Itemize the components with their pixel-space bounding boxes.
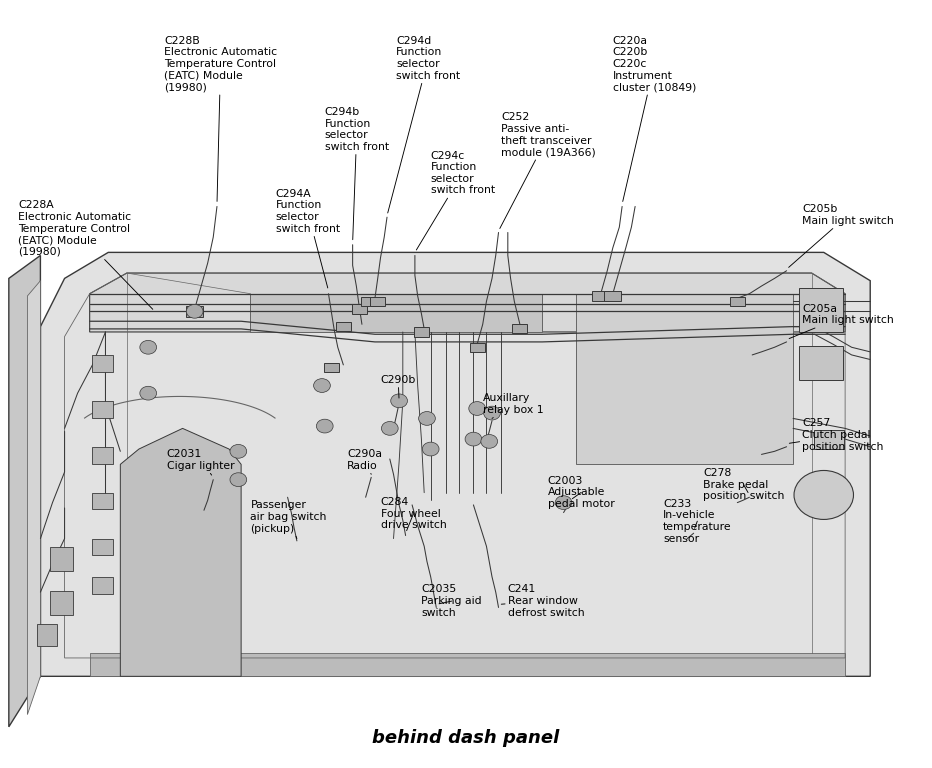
Circle shape — [484, 406, 500, 420]
Circle shape — [186, 304, 203, 318]
Bar — [92, 577, 113, 594]
Text: C252
Passive anti-
theft transceiver
module (19A366): C252 Passive anti- theft transceiver mod… — [500, 112, 596, 229]
Polygon shape — [120, 429, 241, 677]
Polygon shape — [89, 273, 845, 332]
Bar — [186, 306, 203, 316]
Bar — [49, 591, 73, 615]
Circle shape — [140, 340, 157, 354]
Bar — [470, 343, 485, 352]
Text: Passenger
air bag switch
(pickup): Passenger air bag switch (pickup) — [251, 500, 327, 538]
Bar — [323, 362, 338, 372]
Circle shape — [794, 471, 854, 519]
Text: C2031
Cigar lighter: C2031 Cigar lighter — [167, 449, 235, 475]
Circle shape — [230, 473, 247, 487]
Bar — [513, 324, 528, 333]
Bar — [336, 322, 350, 331]
Polygon shape — [8, 256, 40, 727]
Bar — [605, 291, 622, 301]
Circle shape — [555, 495, 572, 509]
Circle shape — [313, 379, 330, 392]
Text: C2035
Parking aid
switch: C2035 Parking aid switch — [421, 584, 482, 617]
Circle shape — [418, 412, 435, 425]
Polygon shape — [40, 253, 870, 677]
Bar — [730, 296, 745, 306]
Circle shape — [469, 402, 486, 415]
Bar — [92, 538, 113, 555]
Text: C205a
Main light switch: C205a Main light switch — [789, 303, 894, 339]
Text: C228A
Electronic Automatic
Temperature Control
(EATC) Module
(19980): C228A Electronic Automatic Temperature C… — [18, 200, 153, 310]
Circle shape — [230, 445, 247, 458]
Text: C205b
Main light switch: C205b Main light switch — [788, 204, 894, 267]
Bar — [351, 304, 366, 313]
Text: C233
In-vehicle
temperature
sensor: C233 In-vehicle temperature sensor — [663, 498, 732, 544]
Circle shape — [316, 419, 333, 433]
Bar — [799, 346, 843, 380]
Circle shape — [481, 435, 498, 449]
Text: C241
Rear window
defrost switch: C241 Rear window defrost switch — [501, 584, 584, 617]
Polygon shape — [251, 293, 542, 332]
Bar — [92, 401, 113, 418]
Bar — [49, 547, 73, 571]
Bar — [799, 287, 843, 332]
Bar — [36, 624, 57, 646]
Text: C278
Brake pedal
position switch: C278 Brake pedal position switch — [703, 468, 785, 502]
Text: C257
Clutch pedal
position switch: C257 Clutch pedal position switch — [789, 419, 884, 452]
Text: C294b
Function
selector
switch front: C294b Function selector switch front — [324, 107, 389, 240]
Text: C284
Four wheel
drive switch: C284 Four wheel drive switch — [380, 497, 446, 531]
Circle shape — [422, 442, 439, 456]
Text: Auxillary
relay box 1: Auxillary relay box 1 — [483, 393, 543, 419]
Text: C294d
Function
selector
switch front: C294d Function selector switch front — [388, 36, 460, 213]
Polygon shape — [27, 280, 40, 714]
Text: behind dash panel: behind dash panel — [373, 729, 559, 746]
Circle shape — [391, 394, 407, 408]
Text: C290b: C290b — [380, 375, 416, 398]
Bar — [361, 296, 376, 306]
Polygon shape — [89, 654, 845, 677]
Circle shape — [140, 386, 157, 400]
Polygon shape — [576, 293, 793, 465]
Bar — [92, 447, 113, 464]
Bar — [92, 492, 113, 509]
Text: C228B
Electronic Automatic
Temperature Control
(EATC) Module
(19980): C228B Electronic Automatic Temperature C… — [164, 36, 277, 201]
Bar — [593, 291, 610, 301]
Text: C220a
C220b
C220c
Instrument
cluster (10849): C220a C220b C220c Instrument cluster (10… — [613, 36, 696, 201]
Text: C294A
Function
selector
switch front: C294A Function selector switch front — [276, 189, 339, 288]
Circle shape — [381, 422, 398, 435]
Bar — [414, 327, 429, 336]
Bar — [815, 430, 844, 449]
Text: C2003
Adjustable
pedal motor: C2003 Adjustable pedal motor — [548, 476, 614, 509]
Bar — [370, 296, 385, 306]
Text: C290a
Radio: C290a Radio — [347, 449, 382, 475]
Text: C294c
Function
selector
switch front: C294c Function selector switch front — [417, 151, 495, 250]
Bar — [92, 355, 113, 372]
Circle shape — [465, 432, 482, 446]
